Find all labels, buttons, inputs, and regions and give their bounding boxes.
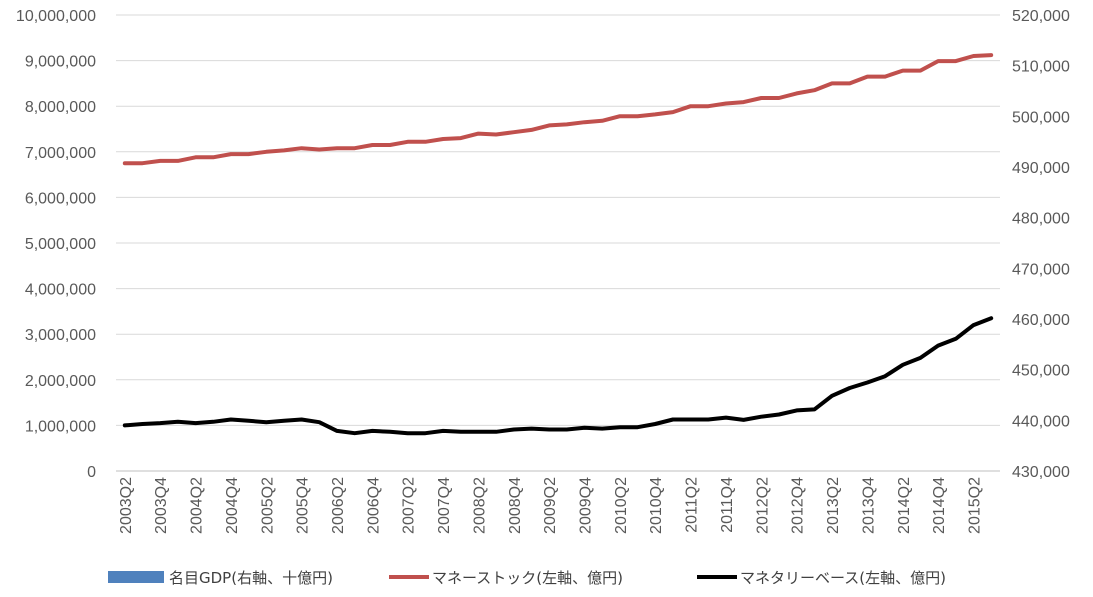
right-tick-label: 440,000 bbox=[1012, 413, 1070, 430]
legend-label-monetary-base: マネタリーベース(左軸、億円) bbox=[740, 569, 946, 587]
left-tick-label: 3,000,000 bbox=[25, 327, 96, 344]
monetary-base-line bbox=[122, 316, 994, 436]
right-tick-label: 430,000 bbox=[1012, 464, 1070, 481]
right-axis: 430,000 440,000 450,000 460,000 470,000 480,0… bbox=[1012, 8, 1070, 481]
legend: 名目GDP(右軸、十億円) マネーストック(左軸、億円) マネタリーベース(左軸、億… bbox=[108, 569, 946, 587]
left-tick-label: 9,000,000 bbox=[25, 54, 96, 71]
x-tick-label: 2010Q4 bbox=[648, 477, 665, 534]
right-tick-label: 510,000 bbox=[1012, 59, 1070, 76]
right-tick-label: 500,000 bbox=[1012, 109, 1070, 126]
x-tick-label: 2004Q2 bbox=[189, 477, 206, 534]
x-tick-label: 2008Q4 bbox=[507, 477, 524, 534]
left-tick-label: 2,000,000 bbox=[25, 373, 96, 390]
gridlines bbox=[116, 14, 1000, 426]
x-tick-label: 2013Q2 bbox=[825, 477, 842, 534]
x-tick-label: 2006Q2 bbox=[330, 477, 347, 534]
left-tick-label: 7,000,000 bbox=[25, 145, 96, 162]
x-tick-label: 2005Q4 bbox=[295, 477, 312, 534]
x-tick-label: 2015Q2 bbox=[966, 477, 983, 534]
legend-swatch-gdp bbox=[108, 571, 164, 583]
x-tick-label: 2008Q2 bbox=[471, 477, 488, 534]
x-tick-label: 2014Q4 bbox=[931, 477, 948, 534]
legend-label-gdp: 名目GDP(右軸、十億円) bbox=[169, 569, 333, 587]
right-tick-label: 490,000 bbox=[1012, 160, 1070, 177]
x-tick-label: 2003Q2 bbox=[118, 477, 135, 534]
x-tick-label: 2014Q2 bbox=[896, 477, 913, 534]
money-stock-line bbox=[122, 53, 994, 166]
right-tick-label: 480,000 bbox=[1012, 211, 1070, 228]
x-tick-label: 2006Q4 bbox=[365, 477, 382, 534]
x-tick-label: 2004Q4 bbox=[224, 477, 241, 534]
right-tick-label: 460,000 bbox=[1012, 312, 1070, 329]
right-tick-label: 520,000 bbox=[1012, 8, 1070, 25]
series-lines bbox=[122, 53, 994, 436]
left-tick-label: 1,000,000 bbox=[25, 418, 96, 435]
x-tick-label: 2011Q4 bbox=[719, 477, 736, 533]
left-tick-label: 8,000,000 bbox=[25, 99, 96, 116]
x-tick-label: 2007Q4 bbox=[436, 477, 453, 534]
right-tick-label: 470,000 bbox=[1012, 261, 1070, 278]
right-tick-label: 450,000 bbox=[1012, 363, 1070, 380]
x-tick-label: 2005Q2 bbox=[259, 477, 276, 534]
x-tick-label: 2012Q2 bbox=[754, 477, 771, 534]
left-tick-label: 5,000,000 bbox=[25, 236, 96, 253]
x-tick-label: 2009Q4 bbox=[578, 477, 595, 534]
x-axis: 2003Q2 2003Q4 2004Q2 2004Q4 2005Q2 2005Q4 2006… bbox=[118, 477, 984, 534]
x-tick-label: 2011Q2 bbox=[684, 477, 701, 533]
x-tick-label: 2010Q2 bbox=[613, 477, 630, 534]
x-tick-label: 2012Q4 bbox=[790, 477, 807, 534]
x-tick-label: 2013Q4 bbox=[860, 477, 877, 534]
x-tick-label: 2003Q4 bbox=[153, 477, 170, 534]
left-tick-label: 6,000,000 bbox=[25, 190, 96, 207]
x-tick-label: 2007Q2 bbox=[401, 477, 418, 534]
x-tick-label: 2009Q2 bbox=[542, 477, 559, 534]
left-tick-label: 10,000,000 bbox=[16, 8, 96, 25]
legend-label-money-stock: マネーストック(左軸、億円) bbox=[432, 569, 623, 587]
left-tick-label: 4,000,000 bbox=[25, 282, 96, 299]
left-tick-label: 0 bbox=[87, 464, 96, 481]
left-axis: 0 1,000,000 2,000,000 3,000,000 4,000,000 5,0… bbox=[16, 8, 96, 481]
